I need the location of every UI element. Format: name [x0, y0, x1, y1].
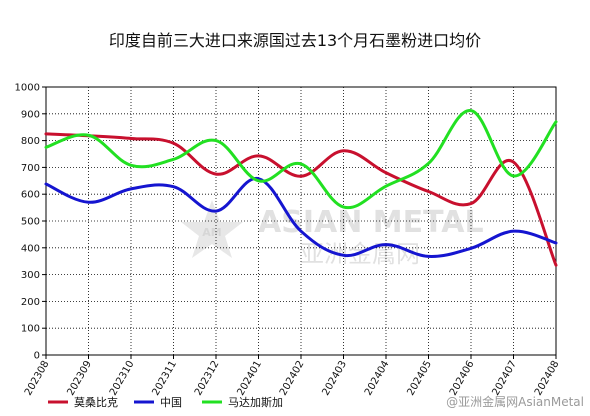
- series-layer: [44, 109, 558, 267]
- x-tick-label: 202406: [448, 359, 477, 398]
- chart-title: 印度自前三大进口来源国过去13个月石墨粉进口均价: [109, 31, 481, 50]
- y-tick-label: 300: [21, 270, 40, 281]
- watermark-star-icon: [181, 200, 243, 258]
- watermark: AM ASIAN METAL 亚洲金属网: [181, 200, 484, 268]
- plot-area: [45, 86, 557, 356]
- x-tick-label: 202401: [235, 359, 264, 398]
- y-tick-label: 200: [21, 297, 40, 308]
- y-tick-label: 600: [21, 190, 40, 201]
- x-tick-label: 202308: [23, 359, 52, 398]
- x-tick-label: 202312: [193, 359, 222, 398]
- series-line-0: [44, 132, 558, 267]
- watermark-logo-text: AM: [202, 226, 221, 239]
- y-tick-label: 900: [21, 109, 40, 120]
- watermark-brand-en: ASIAN METAL: [258, 205, 484, 240]
- legend-label-0: 莫桑比克: [74, 396, 118, 409]
- y-tick-label: 500: [21, 217, 40, 228]
- series-line-2: [44, 109, 558, 210]
- x-tick-label: 202407: [490, 359, 519, 398]
- y-tick-label: 700: [21, 163, 40, 174]
- x-tick-label: 202405: [405, 359, 434, 398]
- x-axis: 202308 202309 202310 202311 202312 202401 2024…: [23, 355, 562, 398]
- x-tick-label: 202408: [533, 359, 562, 398]
- x-tick-label: 202310: [108, 359, 137, 398]
- x-tick-label: 202311: [150, 359, 179, 398]
- x-tick-label: 202402: [278, 359, 307, 398]
- legend-label-1: 中国: [160, 396, 182, 409]
- y-tick-label: 100: [21, 324, 40, 335]
- credit-text: @亚洲金属网AsianMetal: [446, 394, 584, 409]
- x-tick-label: 202403: [320, 359, 349, 398]
- y-tick-label: 1000: [15, 83, 40, 94]
- series-line-1: [44, 177, 558, 258]
- y-tick-label: 0: [34, 351, 40, 362]
- y-axis: 0 100 200 300 400 500 600 700 800 900 1000: [15, 83, 46, 362]
- x-tick-label: 202309: [65, 359, 94, 398]
- legend-label-2: 马达加斯加: [228, 396, 283, 409]
- legend: 莫桑比克 中国 马达加斯加: [48, 396, 283, 409]
- y-tick-label: 400: [21, 243, 40, 254]
- y-tick-label: 800: [21, 136, 40, 147]
- x-tick-label: 202404: [363, 359, 392, 398]
